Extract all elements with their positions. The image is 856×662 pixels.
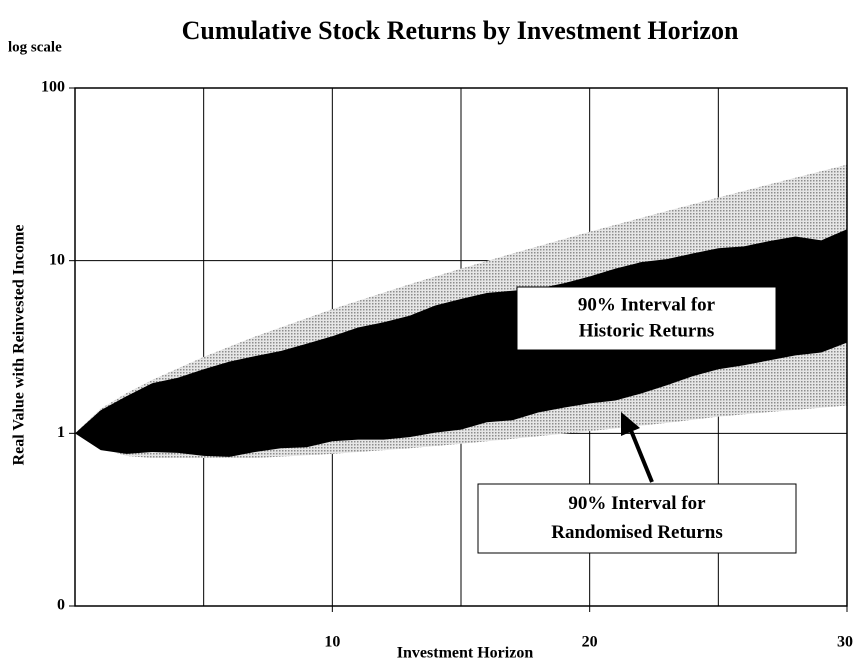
y-tick-label: 10: [49, 251, 65, 268]
x-tick-label: 30: [837, 634, 853, 651]
chart-title: Cumulative Stock Returns by Investment H…: [182, 16, 739, 45]
y-tick-label: 100: [41, 79, 65, 96]
scale-note: log scale: [8, 39, 62, 55]
interval-band: [75, 229, 847, 457]
annotation-box: [516, 286, 777, 351]
plot-border: [74, 87, 848, 607]
annotation-text: 90% Interval for: [568, 493, 706, 514]
annotation-text: Randomised Returns: [551, 522, 723, 543]
annotation-text: Historic Returns: [579, 321, 715, 342]
arrow-head: [621, 412, 640, 436]
arrow-shaft: [628, 427, 654, 483]
y-tick-label: 0: [57, 597, 65, 614]
annotation-box: [477, 483, 797, 554]
x-axis-label: Investment Horizon: [397, 645, 534, 662]
annotation-text: 90% Interval for: [578, 294, 716, 315]
x-tick-label: 10: [324, 634, 340, 651]
y-axis-label: Real Value with Reinvested Income: [11, 225, 28, 466]
x-tick-label: 20: [582, 634, 598, 651]
y-tick-label: 1: [57, 424, 65, 441]
